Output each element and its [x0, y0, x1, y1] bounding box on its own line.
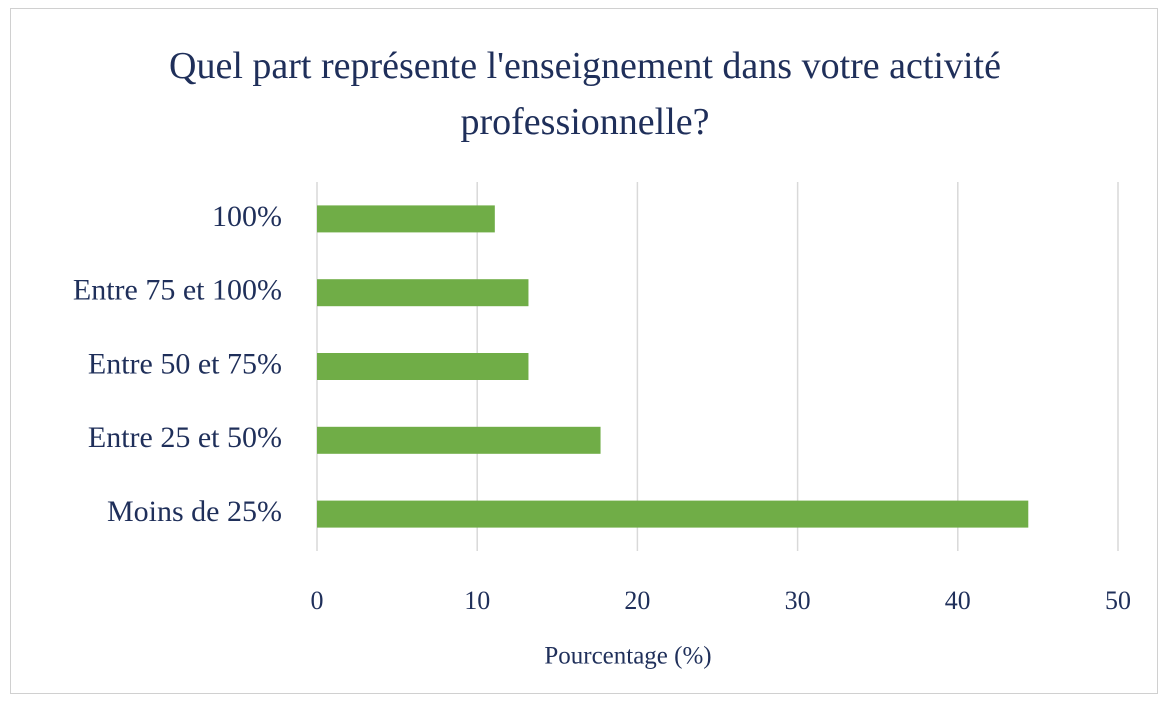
y-tick-label: Moins de 25%: [107, 495, 282, 528]
x-tick-label: 20: [624, 586, 650, 615]
x-tick-label: 10: [464, 586, 490, 615]
x-tick-label: 30: [785, 586, 811, 615]
y-tick-label: Entre 75 et 100%: [73, 274, 282, 307]
bar: [317, 500, 1029, 528]
bar: [317, 426, 601, 454]
bar: [317, 205, 495, 233]
y-tick-label: Entre 25 et 50%: [88, 421, 282, 454]
y-tick-label: 100%: [212, 200, 282, 233]
bar: [317, 279, 529, 307]
bar: [317, 353, 529, 380]
x-tick-label: 0: [311, 586, 324, 615]
x-axis-label: Pourcentage (%): [544, 643, 711, 670]
chart-frame: [10, 8, 1158, 694]
x-tick-label: 40: [945, 586, 971, 615]
chart-title: Quel part représente l'enseignement dans…: [169, 45, 1001, 143]
y-tick-label: Entre 50 et 75%: [88, 347, 282, 380]
x-tick-label: 50: [1105, 586, 1131, 615]
